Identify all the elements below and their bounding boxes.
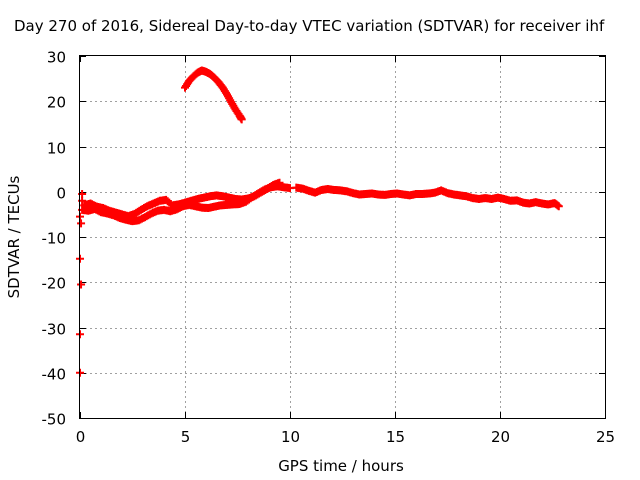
y-tick-label: -10 [42,230,67,248]
grid-lines [80,56,605,418]
series-4 [76,190,87,377]
x-tick-label: 25 [596,428,615,446]
y-tick-label: 0 [56,185,66,203]
y-tick-label: 20 [47,94,66,112]
series-1 [78,182,294,226]
y-tick-label: -20 [42,275,67,293]
x-tick-label: 15 [386,428,405,446]
x-tick-label: 5 [181,428,191,446]
y-tick-label: -50 [42,411,67,429]
x-tick-label: 20 [491,428,510,446]
x-tick-labels: 0 5 10 15 20 25 [76,428,615,446]
plot-frame [79,55,606,419]
data-point [77,219,86,228]
data-points [76,66,563,377]
series-2 [80,178,284,221]
y-tick-label: 30 [47,49,66,67]
series-3 [292,183,563,211]
y-tick-label: -40 [42,366,67,384]
x-tick-label: 0 [76,428,86,446]
data-point [77,280,86,289]
y-tick-label: -30 [42,321,67,339]
y-tick-labels: 30 20 10 0 -10 -20 -30 -40 -50 [42,49,67,429]
data-point [237,115,246,124]
data-point [275,178,284,187]
chart-title: Day 270 of 2016, Sidereal Day-to-day VTE… [14,17,605,35]
axis-ticks [80,56,606,419]
x-tick-label: 10 [281,428,300,446]
x-axis-label: GPS time / hours [278,457,404,475]
y-axis-label: SDTVAR / TECUs [5,175,23,298]
data-point [554,202,563,211]
series-0 [181,66,246,124]
y-tick-label: 10 [47,140,66,158]
